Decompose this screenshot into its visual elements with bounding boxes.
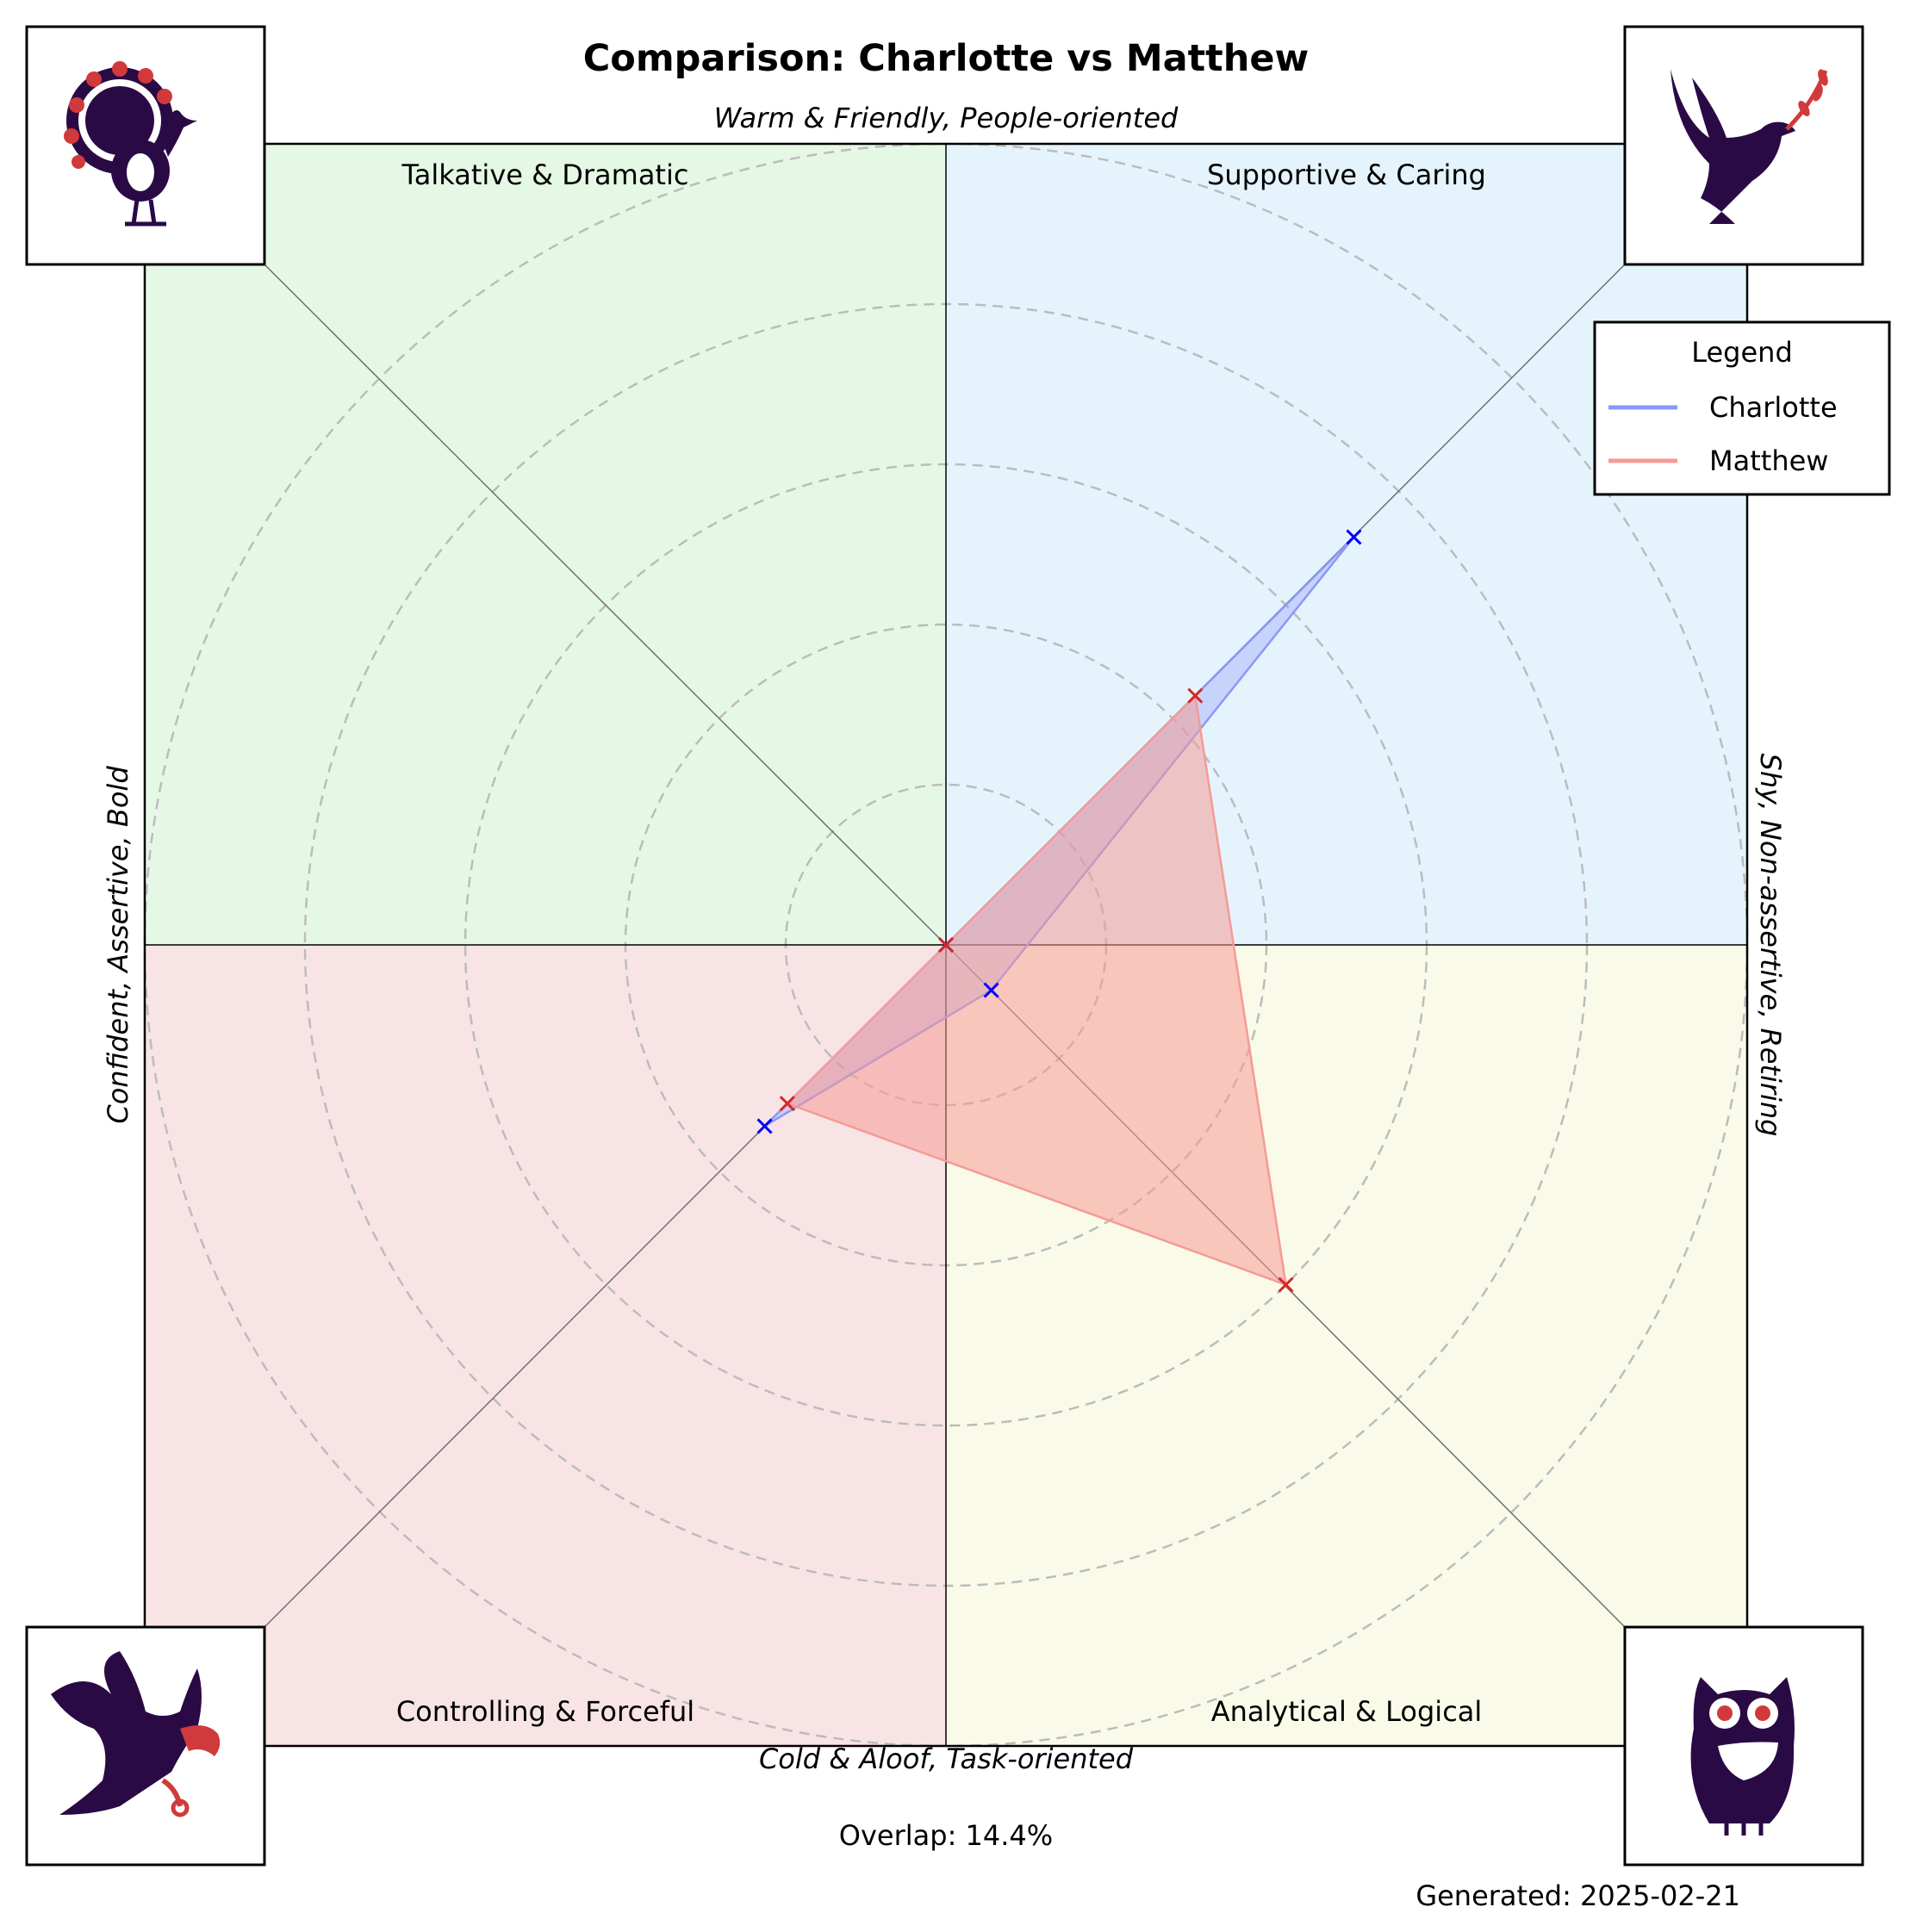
quadrant-label-top-left: Talkative & Dramatic xyxy=(401,158,689,191)
spoke-line xyxy=(264,264,947,946)
overlap-text: Overlap: 14.4% xyxy=(839,1819,1053,1852)
icon-box-bottom-left xyxy=(25,1625,266,1867)
generated-text: Generated: 2025-02-21 xyxy=(1415,1879,1740,1912)
legend: Legend Charlotte Matthew xyxy=(1593,320,1891,496)
quadrant-label-bottom-right: Analytical & Logical xyxy=(1211,1695,1483,1728)
data-point-charlotte xyxy=(983,982,999,998)
axis-label-left: Confident, Assertive, Bold xyxy=(102,766,134,1124)
icon-box-top-right xyxy=(1623,25,1864,266)
dove-icon xyxy=(1670,69,1828,224)
quadrant-label-bottom-left: Controlling & Forceful xyxy=(396,1695,694,1728)
axis-label-top: Warm & Friendly, People-oriented xyxy=(714,102,1179,134)
data-point-matthew xyxy=(1187,687,1204,704)
data-point-matthew xyxy=(779,1096,795,1112)
axis-label-bottom: Cold & Aloof, Task-oriented xyxy=(759,1743,1134,1775)
chart-title: Comparison: Charlotte vs Matthew xyxy=(583,37,1310,80)
data-point-charlotte xyxy=(1346,529,1362,545)
peacock-icon xyxy=(64,61,197,227)
axis-label-right: Shy, Non-assertive, Retiring xyxy=(1754,754,1787,1137)
data-point-matthew xyxy=(1278,1277,1294,1293)
eagle-icon xyxy=(51,1651,221,1817)
legend-label-charlotte: Charlotte xyxy=(1709,391,1838,424)
legend-title: Legend xyxy=(1691,336,1793,369)
legend-label-matthew: Matthew xyxy=(1709,444,1828,477)
series-layer xyxy=(756,529,1362,1293)
icon-box-top-left xyxy=(25,25,266,266)
data-point-charlotte xyxy=(756,1118,773,1134)
plot-border xyxy=(143,142,1749,1748)
quadrant-label-top-right: Supportive & Caring xyxy=(1207,158,1486,191)
data-point-matthew xyxy=(937,936,955,954)
icon-box-bottom-right xyxy=(1623,1625,1864,1867)
owl-icon xyxy=(1690,1677,1795,1836)
